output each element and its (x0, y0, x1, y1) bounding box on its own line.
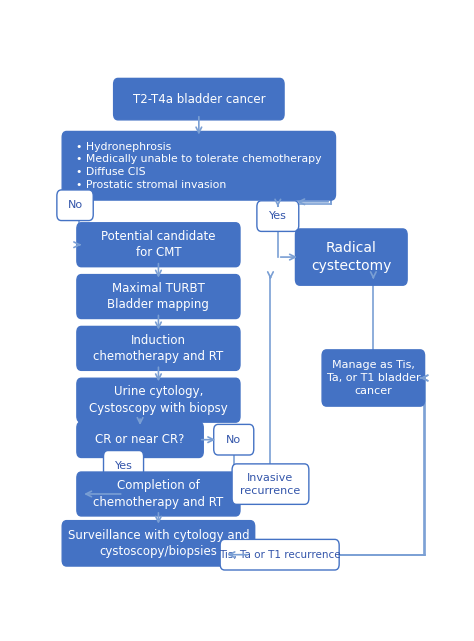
FancyBboxPatch shape (214, 424, 254, 455)
FancyBboxPatch shape (322, 350, 425, 406)
Text: Radical
cystectomy: Radical cystectomy (311, 241, 392, 273)
FancyBboxPatch shape (257, 201, 299, 231)
FancyBboxPatch shape (77, 378, 240, 422)
FancyBboxPatch shape (220, 539, 339, 570)
FancyBboxPatch shape (77, 326, 240, 370)
Text: Manage as Tis,
Ta, or T1 bladder
cancer: Manage as Tis, Ta, or T1 bladder cancer (327, 360, 420, 395)
Text: Maximal TURBT
Bladder mapping: Maximal TURBT Bladder mapping (108, 282, 210, 312)
Text: T2-T4a bladder cancer: T2-T4a bladder cancer (133, 93, 265, 106)
Text: Potential candidate
for CMT: Potential candidate for CMT (101, 230, 216, 260)
Text: No: No (226, 435, 241, 445)
Text: Yes: Yes (269, 211, 287, 221)
FancyBboxPatch shape (77, 223, 240, 267)
Text: Invasive
recurrence: Invasive recurrence (240, 472, 301, 495)
Text: No: No (67, 200, 82, 210)
FancyBboxPatch shape (57, 190, 93, 221)
FancyBboxPatch shape (232, 464, 309, 504)
Text: Tis, Ta or T1 recurrence: Tis, Ta or T1 recurrence (219, 550, 340, 560)
FancyBboxPatch shape (62, 131, 336, 200)
FancyBboxPatch shape (114, 78, 284, 120)
FancyBboxPatch shape (77, 472, 240, 516)
FancyBboxPatch shape (295, 229, 407, 285)
FancyBboxPatch shape (77, 422, 203, 458)
Text: • Hydronephrosis
• Medically unable to tolerate chemotherapy
• Diffuse CIS
• Pro: • Hydronephrosis • Medically unable to t… (76, 142, 321, 190)
Text: Urine cytology,
Cystoscopy with biopsy: Urine cytology, Cystoscopy with biopsy (89, 385, 228, 415)
Text: CR or near CR?: CR or near CR? (95, 433, 185, 446)
Text: Completion of
chemotherapy and RT: Completion of chemotherapy and RT (93, 479, 224, 509)
FancyBboxPatch shape (62, 520, 255, 566)
FancyBboxPatch shape (77, 274, 240, 319)
Text: Surveillance with cytology and
cystoscopy/biopsies: Surveillance with cytology and cystoscop… (68, 529, 249, 558)
Text: Induction
chemotherapy and RT: Induction chemotherapy and RT (93, 333, 224, 363)
Text: Yes: Yes (115, 461, 132, 471)
FancyBboxPatch shape (103, 451, 144, 481)
